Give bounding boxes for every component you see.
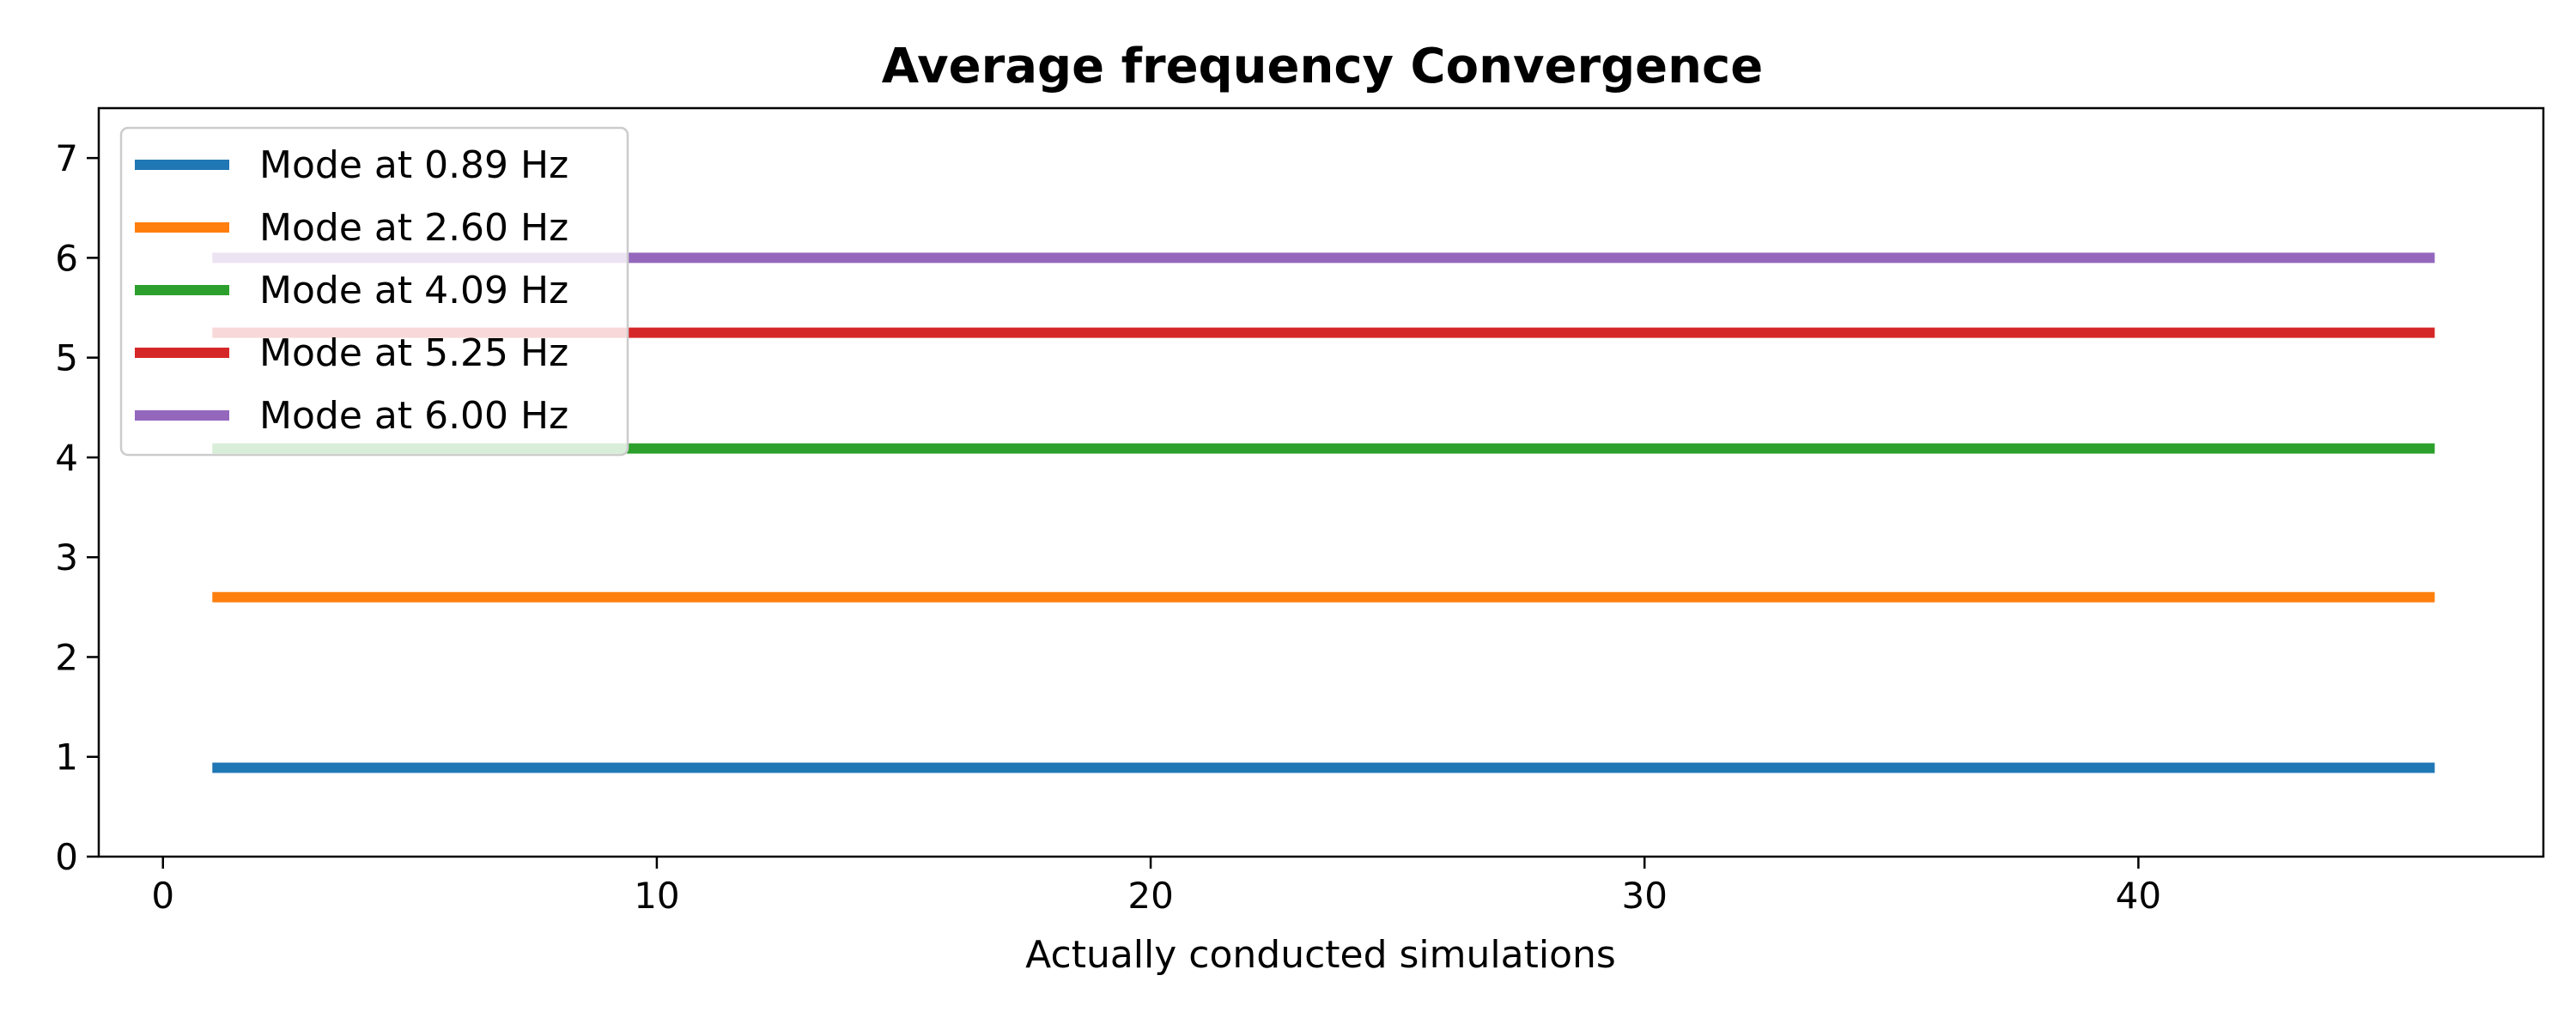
y-axis: 0 1 2 3 4 5 6 7 xyxy=(55,137,99,878)
legend-label-0: Mode at 0.89 Hz xyxy=(259,143,568,187)
x-axis-label: Actually conducted simulations xyxy=(1025,933,1616,977)
x-tick-label-1: 10 xyxy=(634,875,679,917)
legend-label-1: Mode at 2.60 Hz xyxy=(259,206,568,250)
y-tick-label-6: 6 xyxy=(55,237,78,279)
y-tick-label-1: 1 xyxy=(55,736,78,779)
y-tick-label-7: 7 xyxy=(55,137,78,179)
y-tick-label-0: 0 xyxy=(55,836,78,878)
chart-title: Average frequency Convergence xyxy=(882,39,1763,94)
legend-box xyxy=(119,126,629,457)
x-axis: 0 10 20 30 40 xyxy=(151,857,2161,917)
y-tick-label-5: 5 xyxy=(55,337,78,379)
x-tick-label-3: 30 xyxy=(1621,875,1667,917)
x-tick-label-4: 40 xyxy=(2116,875,2161,917)
legend-label-2: Mode at 4.09 Hz xyxy=(259,269,568,312)
legend-label-3: Mode at 5.25 Hz xyxy=(259,331,568,375)
x-tick-label-2: 20 xyxy=(1127,875,1173,917)
y-tick-label-3: 3 xyxy=(55,536,78,579)
x-tick-label-0: 0 xyxy=(151,875,174,917)
plot-frame xyxy=(97,106,2545,858)
y-tick-label-4: 4 xyxy=(55,437,78,479)
legend: Mode at 0.89 Hz Mode at 2.60 Hz Mode at 4.… xyxy=(119,126,629,457)
legend-label-4: Mode at 6.00 Hz xyxy=(259,394,568,438)
y-tick-label-2: 2 xyxy=(55,636,78,678)
